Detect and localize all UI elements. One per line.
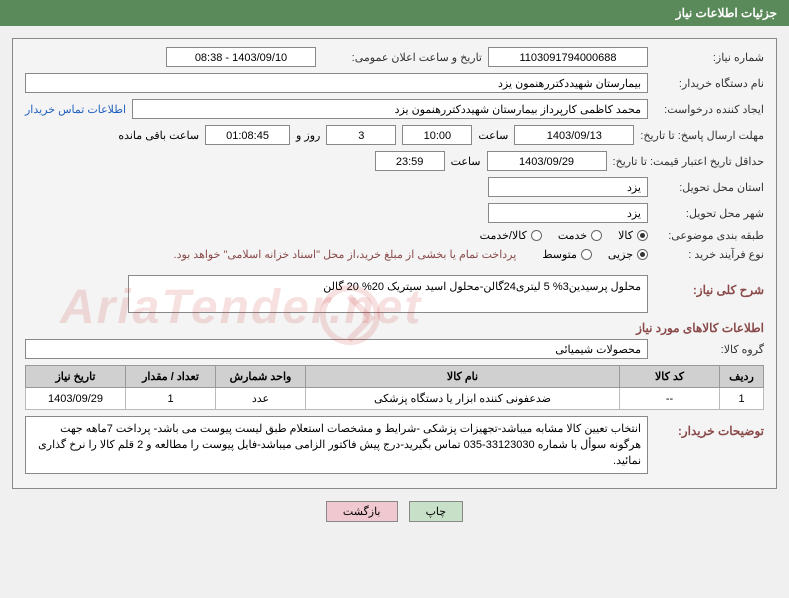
radio-partial-label: جزیی — [608, 248, 633, 261]
group-label: گروه کالا: — [654, 343, 764, 356]
buyer-label: نام دستگاه خریدار: — [654, 77, 764, 90]
requester-label: ایجاد کننده درخواست: — [654, 103, 764, 116]
td-row: 1 — [720, 388, 764, 410]
deadline-date: 1403/09/13 — [514, 125, 634, 145]
province-label: استان محل تحویل: — [654, 181, 764, 194]
radio-goods-label: کالا — [618, 229, 633, 242]
process-radio-group: جزیی متوسط — [542, 248, 648, 261]
panel-title: جزئیات اطلاعات نیاز — [676, 6, 777, 20]
buyer-value: بیمارستان شهیددکتررهنمون یزد — [25, 73, 648, 93]
process-label: نوع فرآیند خرید : — [654, 248, 764, 261]
process-note: پرداخت تمام یا بخشی از مبلغ خرید،از محل … — [174, 248, 517, 261]
contact-link[interactable]: اطلاعات تماس خریدار — [25, 103, 126, 116]
td-qty: 1 — [126, 388, 216, 410]
time-label-1: ساعت — [478, 129, 508, 142]
category-label: طبقه بندی موضوعی: — [654, 229, 764, 242]
table-row: 1 -- ضدعفونی کننده ابزار یا دستگاه پزشکی… — [26, 388, 764, 410]
panel-body: شماره نیاز: 1103091794000688 تاریخ و ساع… — [12, 38, 777, 489]
remain-time: 01:08:45 — [205, 125, 290, 145]
panel-header: جزئیات اطلاعات نیاز — [0, 0, 789, 26]
city-label: شهر محل تحویل: — [654, 207, 764, 220]
th-row: ردیف — [720, 366, 764, 388]
category-radio-group: کالا خدمت کالا/خدمت — [480, 229, 648, 242]
radio-both-label: کالا/خدمت — [480, 229, 527, 242]
radio-partial[interactable] — [637, 249, 648, 260]
buyer-notes-value: انتخاب تعیین کالا مشابه میباشد-تجهیزات پ… — [25, 416, 648, 474]
deadline-label: مهلت ارسال پاسخ: تا تاریخ: — [640, 129, 764, 142]
days-value: 3 — [326, 125, 396, 145]
remain-label: ساعت باقی مانده — [118, 129, 199, 142]
deadline-time: 10:00 — [402, 125, 472, 145]
radio-service-label: خدمت — [558, 229, 587, 242]
goods-info-title: اطلاعات کالاهای مورد نیاز — [25, 321, 764, 335]
announce-label: تاریخ و ساعت اعلان عمومی: — [322, 51, 482, 64]
th-code: کد کالا — [620, 366, 720, 388]
validity-label: حداقل تاریخ اعتبار قیمت: تا تاریخ: — [613, 155, 764, 168]
desc-value: محلول پرسیدین3% 5 لیتری24گالن-محلول اسید… — [128, 275, 648, 313]
need-number-value: 1103091794000688 — [488, 47, 648, 67]
validity-time: 23:59 — [375, 151, 445, 171]
requester-value: محمد کاظمی کارپرداز بیمارستان شهیددکترره… — [132, 99, 648, 119]
td-name: ضدعفونی کننده ابزار یا دستگاه پزشکی — [306, 388, 620, 410]
goods-table: ردیف کد کالا نام کالا واحد شمارش تعداد /… — [25, 365, 764, 410]
radio-goods[interactable] — [637, 230, 648, 241]
buyer-notes-label: توضیحات خریدار: — [654, 424, 764, 438]
td-unit: عدد — [216, 388, 306, 410]
radio-medium[interactable] — [581, 249, 592, 260]
validity-date: 1403/09/29 — [487, 151, 607, 171]
back-button[interactable]: بازگشت — [326, 501, 398, 522]
province-value: یزد — [488, 177, 648, 197]
td-date: 1403/09/29 — [26, 388, 126, 410]
radio-service[interactable] — [591, 230, 602, 241]
th-name: نام کالا — [306, 366, 620, 388]
th-qty: تعداد / مقدار — [126, 366, 216, 388]
city-value: یزد — [488, 203, 648, 223]
td-code: -- — [620, 388, 720, 410]
desc-label: شرح کلی نیاز: — [654, 283, 764, 297]
watermark-logo — [320, 285, 380, 345]
th-unit: واحد شمارش — [216, 366, 306, 388]
time-label-2: ساعت — [451, 155, 481, 168]
th-date: تاریخ نیاز — [26, 366, 126, 388]
radio-both[interactable] — [531, 230, 542, 241]
need-number-label: شماره نیاز: — [654, 51, 764, 64]
announce-value: 1403/09/10 - 08:38 — [166, 47, 316, 67]
radio-medium-label: متوسط — [542, 248, 577, 261]
print-button[interactable]: چاپ — [409, 501, 464, 522]
days-label: روز و — [296, 129, 320, 142]
button-bar: چاپ بازگشت — [0, 501, 789, 522]
